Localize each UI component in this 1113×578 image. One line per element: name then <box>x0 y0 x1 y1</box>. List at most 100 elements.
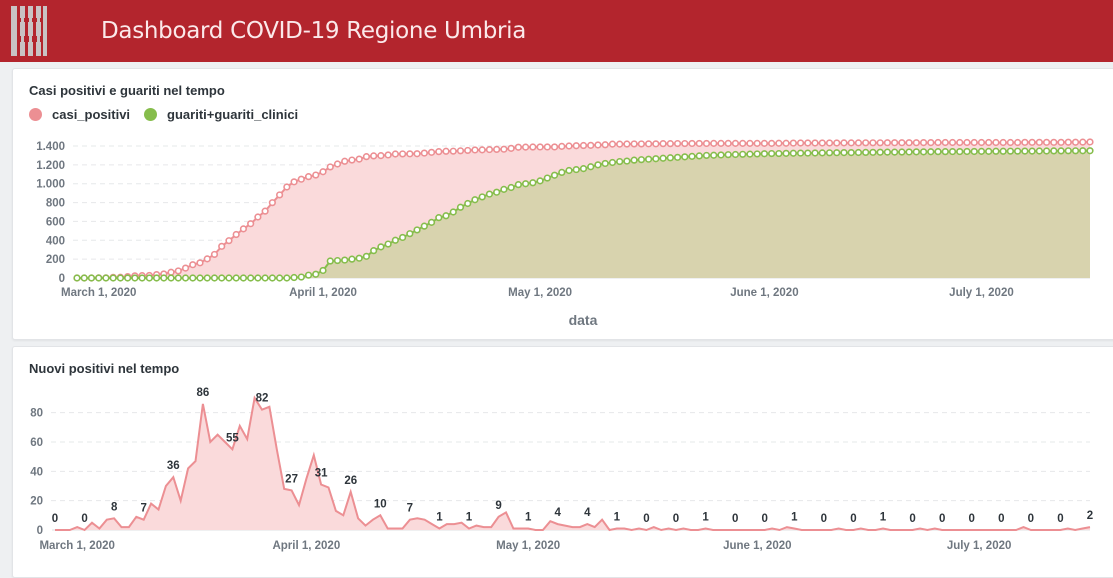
data-point <box>355 155 363 163</box>
legend-dot-icon <box>144 108 158 121</box>
data-point <box>543 143 551 151</box>
data-point <box>616 157 624 166</box>
data-point <box>847 149 855 157</box>
data-point <box>565 142 573 150</box>
chart-legend: casi_positivi guariti+guariti_clinici <box>29 107 312 122</box>
data-point <box>181 274 190 282</box>
data-point <box>1057 147 1065 155</box>
legend-item-guariti[interactable]: guariti+guariti_clinici <box>144 107 298 122</box>
data-point <box>196 274 204 282</box>
data-label: 36 <box>167 460 180 472</box>
data-point <box>420 222 428 230</box>
data-label: 26 <box>344 475 357 487</box>
data-point <box>210 250 219 259</box>
data-point <box>796 149 805 157</box>
data-point <box>695 152 703 160</box>
data-point <box>297 175 305 183</box>
data-point <box>536 143 544 151</box>
data-point <box>290 273 298 282</box>
data-point <box>948 147 957 156</box>
data-point <box>464 146 472 155</box>
data-label: 0 <box>939 513 945 525</box>
data-point <box>941 148 949 156</box>
data-point <box>370 152 378 160</box>
data-point <box>652 155 660 163</box>
data-label: 1 <box>436 512 443 524</box>
data-point <box>905 139 913 147</box>
data-point <box>377 152 385 160</box>
x-tick-label: March 1, 2020 <box>61 287 136 299</box>
data-point <box>927 139 935 147</box>
data-point <box>276 191 284 199</box>
data-point <box>485 190 494 198</box>
data-point <box>919 148 928 156</box>
data-point <box>579 141 588 150</box>
data-point <box>876 139 884 147</box>
data-point <box>268 199 276 207</box>
app-header: Dashboard COVID-19 Regione Umbria <box>0 0 1113 62</box>
data-point <box>95 274 103 282</box>
data-point <box>760 150 768 158</box>
data-point <box>746 139 754 147</box>
data-point <box>724 151 732 159</box>
legend-item-casi-positivi[interactable]: casi_positivi <box>29 107 130 122</box>
data-point <box>1071 147 1080 155</box>
data-point <box>681 153 689 161</box>
data-point <box>254 213 262 221</box>
data-point <box>594 141 602 149</box>
chart-title: Nuovi positivi nel tempo <box>29 361 180 376</box>
data-label: 0 <box>969 513 975 525</box>
legend-dot-icon <box>29 108 42 121</box>
data-point <box>406 230 414 238</box>
data-point <box>362 252 371 260</box>
data-point <box>254 274 262 282</box>
x-tick-label: March 1, 2020 <box>39 540 114 552</box>
data-point <box>883 139 892 147</box>
data-point <box>449 147 457 155</box>
data-point <box>985 147 993 155</box>
x-tick-label: June 1, 2020 <box>723 540 791 552</box>
data-point <box>500 145 508 153</box>
data-label: 55 <box>226 432 239 444</box>
data-point <box>1006 147 1015 155</box>
data-point <box>427 148 436 156</box>
data-point <box>760 139 768 147</box>
data-point <box>710 139 718 147</box>
data-point <box>312 171 320 179</box>
data-point <box>579 165 588 173</box>
data-point <box>616 140 624 148</box>
data-point <box>261 207 269 215</box>
data-point <box>124 274 132 282</box>
data-point <box>833 139 841 147</box>
data-point <box>739 150 747 158</box>
data-label: 4 <box>555 507 562 519</box>
data-point <box>739 139 747 147</box>
data-point <box>536 177 544 185</box>
x-tick-label: May 1, 2020 <box>508 287 572 299</box>
data-point <box>804 149 812 157</box>
data-point <box>493 145 501 153</box>
data-point <box>507 183 515 192</box>
data-point <box>883 148 892 156</box>
data-point <box>203 255 211 263</box>
data-point <box>876 148 884 156</box>
data-point <box>666 140 674 148</box>
data-point <box>775 139 783 147</box>
data-point <box>768 149 776 158</box>
data-point <box>73 274 81 282</box>
data-label: 0 <box>821 513 827 525</box>
x-tick-label: July 1, 2020 <box>949 287 1014 299</box>
data-point <box>869 139 877 147</box>
data-point <box>312 270 320 278</box>
legend-label: casi_positivi <box>52 107 131 122</box>
data-point <box>319 168 327 176</box>
data-point <box>623 157 631 165</box>
data-point <box>283 183 291 191</box>
data-point <box>891 148 899 156</box>
data-point <box>992 138 1000 147</box>
data-point <box>304 271 313 279</box>
data-point <box>753 139 761 147</box>
data-point <box>413 226 421 234</box>
data-label: 31 <box>315 468 328 480</box>
